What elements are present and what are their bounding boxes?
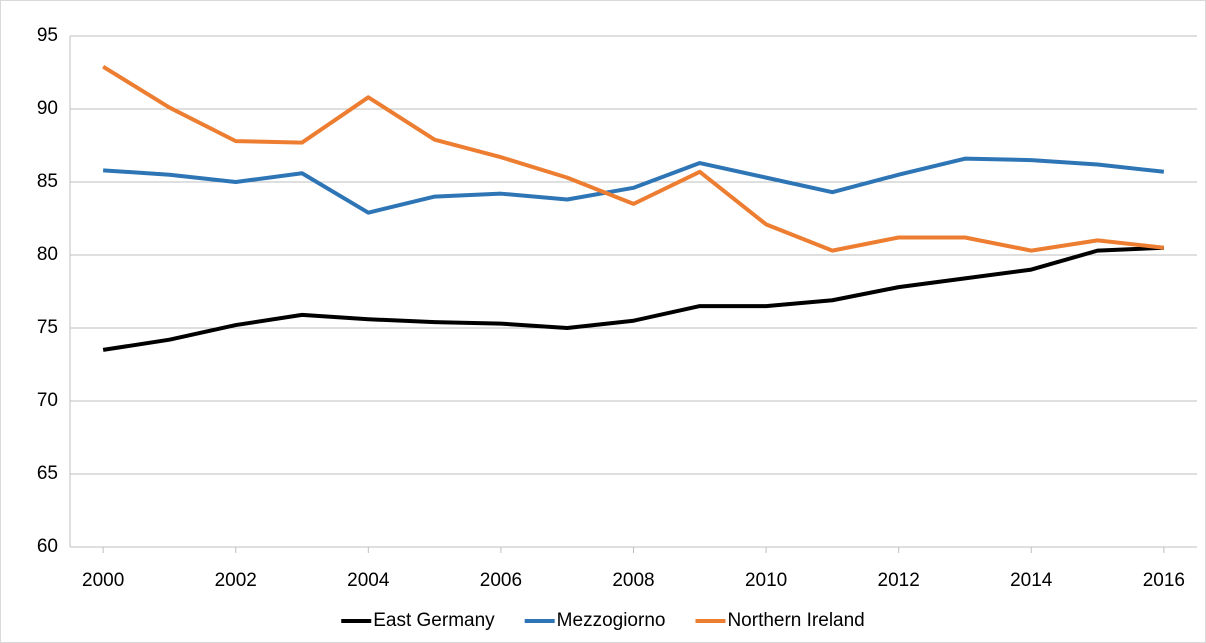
legend-label: Northern Ireland — [727, 610, 864, 631]
x-tick-label: 2016 — [1143, 570, 1185, 591]
y-tick-label: 60 — [37, 536, 58, 557]
y-tick-label: 95 — [37, 25, 58, 46]
series-line — [103, 156, 1165, 215]
x-tick-label: 2010 — [745, 570, 787, 591]
y-tick-label: 80 — [37, 244, 58, 265]
y-tick-label: 65 — [37, 463, 58, 484]
x-tick-label: 2004 — [347, 570, 390, 591]
legend-label: Mezzogiorno — [557, 610, 666, 631]
y-tick-label: 90 — [37, 98, 58, 119]
series-line — [102, 245, 1164, 352]
y-tick-label: 85 — [37, 171, 58, 192]
x-tick-label: 2002 — [215, 570, 257, 591]
y-tick-label: 75 — [37, 317, 58, 338]
series-line — [102, 64, 1165, 253]
x-tick-label: 2008 — [612, 570, 654, 591]
legend-label: East Germany — [373, 610, 495, 631]
x-tick-label: 2014 — [1010, 570, 1053, 591]
y-tick-label: 70 — [37, 390, 58, 411]
x-tick-label: 2012 — [878, 570, 920, 591]
x-tick-label: 2006 — [480, 570, 522, 591]
x-tick-label: 2000 — [82, 570, 124, 591]
